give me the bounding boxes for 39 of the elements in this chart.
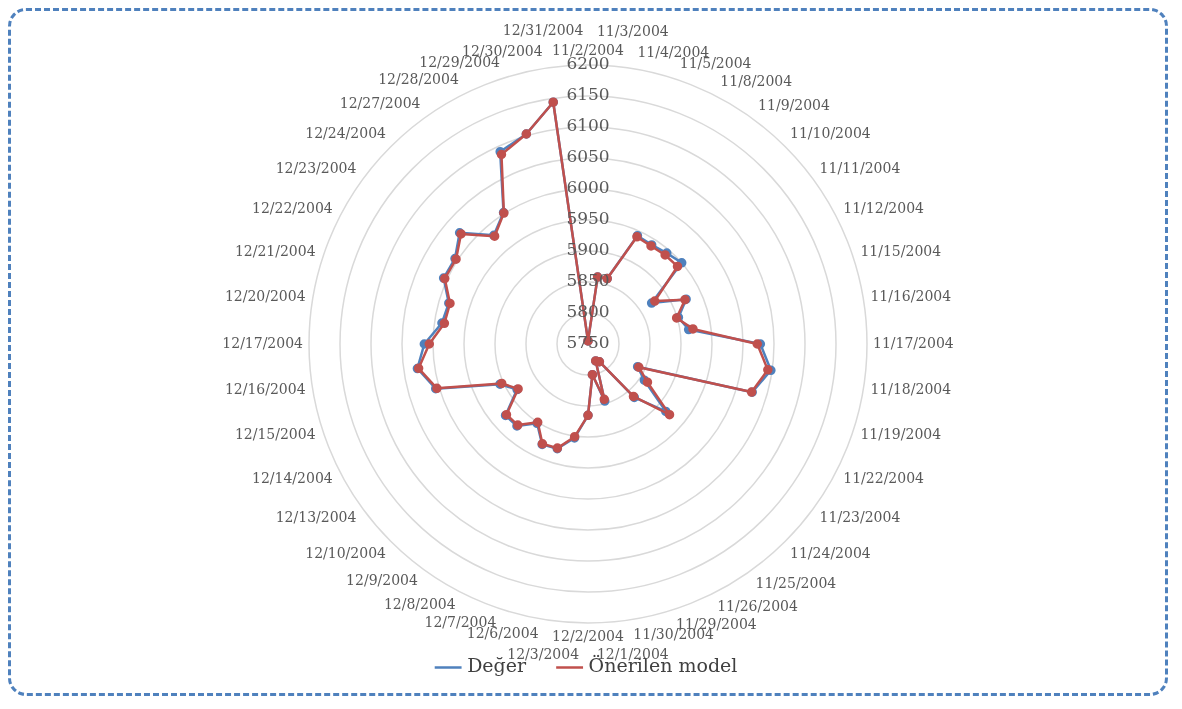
spoke-label: 11/2/2004	[552, 41, 624, 58]
spoke-label: 11/10/2004	[790, 124, 871, 141]
spoke-label: 12/27/2004	[339, 94, 421, 111]
spoke-label: 11/25/2004	[755, 574, 837, 591]
spoke-label: 12/14/2004	[252, 469, 333, 486]
spoke-label: 11/15/2004	[860, 242, 942, 259]
spoke-label: 12/20/2004	[224, 288, 306, 305]
spoke-label: 12/16/2004	[224, 381, 306, 398]
spoke-label: 11/8/2004	[720, 72, 793, 89]
spoke-label: 12/21/2004	[234, 242, 316, 259]
spoke-label: 12/13/2004	[275, 509, 357, 526]
spoke-label: 12/24/2004	[305, 124, 387, 141]
y-tick-label: 6150	[566, 84, 610, 105]
spoke-label: 11/17/2004	[872, 334, 954, 351]
spoke-label: 12/2/2004	[552, 627, 624, 644]
spoke-label: 12/15/2004	[234, 426, 316, 443]
spoke-label: 11/24/2004	[790, 544, 871, 561]
spoke-label: 11/16/2004	[870, 288, 952, 305]
spoke-label: 12/8/2004	[383, 596, 456, 613]
spoke-label: 11/19/2004	[860, 426, 942, 443]
y-tick-label: 6000	[566, 177, 610, 198]
spoke-label: 11/18/2004	[870, 381, 952, 398]
spoke-label: 11/3/2004	[596, 22, 669, 39]
spoke-label: 12/9/2004	[346, 572, 418, 589]
spoke-label: 11/11/2004	[819, 159, 901, 176]
y-tick-label: 6100	[566, 115, 610, 136]
spoke-label: 11/23/2004	[819, 509, 901, 526]
y-tick-label: 6050	[566, 146, 610, 167]
y-tick-label: 5750	[566, 332, 610, 353]
spoke-label: 11/22/2004	[843, 469, 925, 486]
spoke-label: 11/12/2004	[843, 199, 925, 216]
spoke-label: 12/28/2004	[378, 70, 459, 87]
spoke-label: 12/17/2004	[222, 334, 304, 351]
spoke-label: 12/22/2004	[252, 199, 333, 216]
spoke-label: 11/26/2004	[717, 598, 798, 615]
spoke-label: 12/23/2004	[275, 159, 357, 176]
spoke-label: 12/10/2004	[305, 544, 387, 561]
spoke-label: 12/31/2004	[502, 22, 584, 39]
spoke-label: 11/9/2004	[758, 96, 830, 113]
